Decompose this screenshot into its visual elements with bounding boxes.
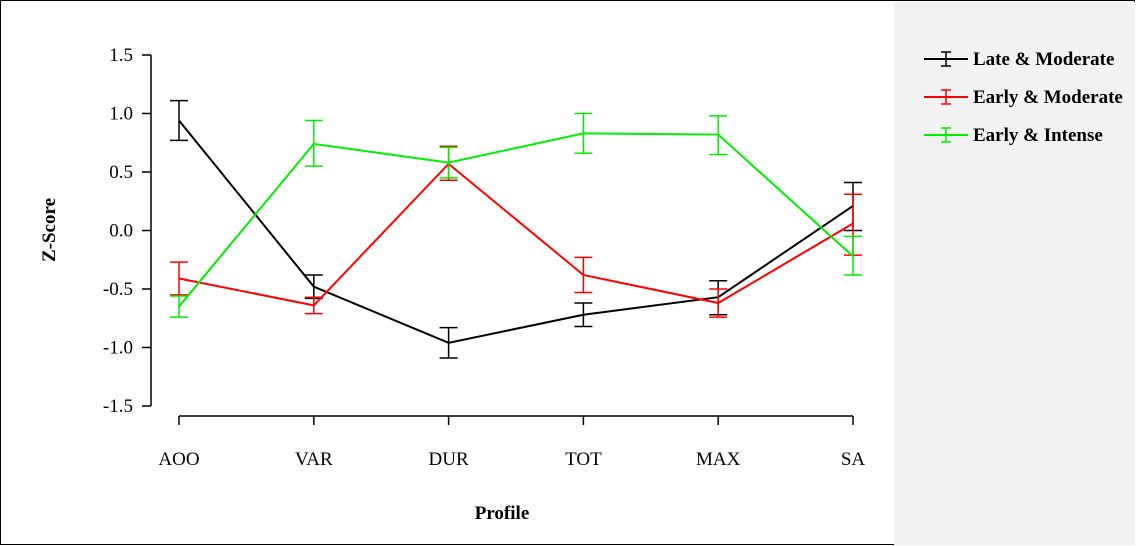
error-bar [304, 296, 323, 315]
y-tick-label: 1.0 [109, 104, 133, 125]
error-bar [439, 146, 458, 179]
series-line [178, 132, 854, 308]
error-bar [709, 115, 728, 156]
x-tick-label: AOO [158, 449, 199, 470]
error-bar [170, 295, 188, 318]
legend-item: Late & Moderate [924, 49, 1114, 70]
legend-item: Early & Moderate [924, 87, 1123, 108]
x-tick-label: TOT [565, 449, 602, 470]
y-tick-label: 1.5 [109, 45, 133, 66]
series-early-intense [170, 112, 862, 318]
y-tick-label: -1.0 [103, 338, 133, 359]
error-bar [574, 256, 593, 294]
y-ticks: 1.5 1.0 0.5 0.0 -0.5 -1.0 -1.5 [103, 45, 151, 417]
y-axis-title: Z-Score [39, 198, 60, 262]
y-tick-label: -1.5 [103, 396, 133, 417]
error-bar [709, 288, 728, 318]
series-late-moderate [170, 99, 862, 359]
x-tick-label: MAX [696, 449, 741, 470]
legend: Late & Moderate Early & Moderate Early & I… [924, 49, 1123, 146]
legend-panel [894, 2, 1135, 545]
series-line [178, 162, 854, 307]
legend-label: Late & Moderate [973, 49, 1114, 70]
x-ticks: AOO VAR DUR TOT MAX SA [158, 416, 865, 470]
x-tick-label: SA [841, 449, 866, 470]
x-tick-label: DUR [429, 449, 469, 470]
y-tick-label: 0.0 [109, 221, 133, 242]
error-bar [574, 302, 593, 328]
x-tick-label: VAR [295, 449, 333, 470]
y-tick-label: 0.5 [109, 162, 133, 183]
y-tick-label: -0.5 [103, 279, 133, 300]
error-bar [439, 326, 458, 359]
error-bar [170, 99, 188, 142]
error-bar [574, 112, 593, 155]
error-bar [170, 261, 188, 296]
error-bar [304, 119, 323, 167]
legend-item: Early & Intense [924, 125, 1103, 146]
series-line [178, 119, 854, 344]
error-bar [844, 235, 862, 276]
series-layer [170, 99, 862, 359]
legend-label: Early & Moderate [973, 87, 1123, 108]
legend-label: Early & Intense [973, 125, 1103, 146]
x-axis-title: Profile [475, 503, 530, 524]
